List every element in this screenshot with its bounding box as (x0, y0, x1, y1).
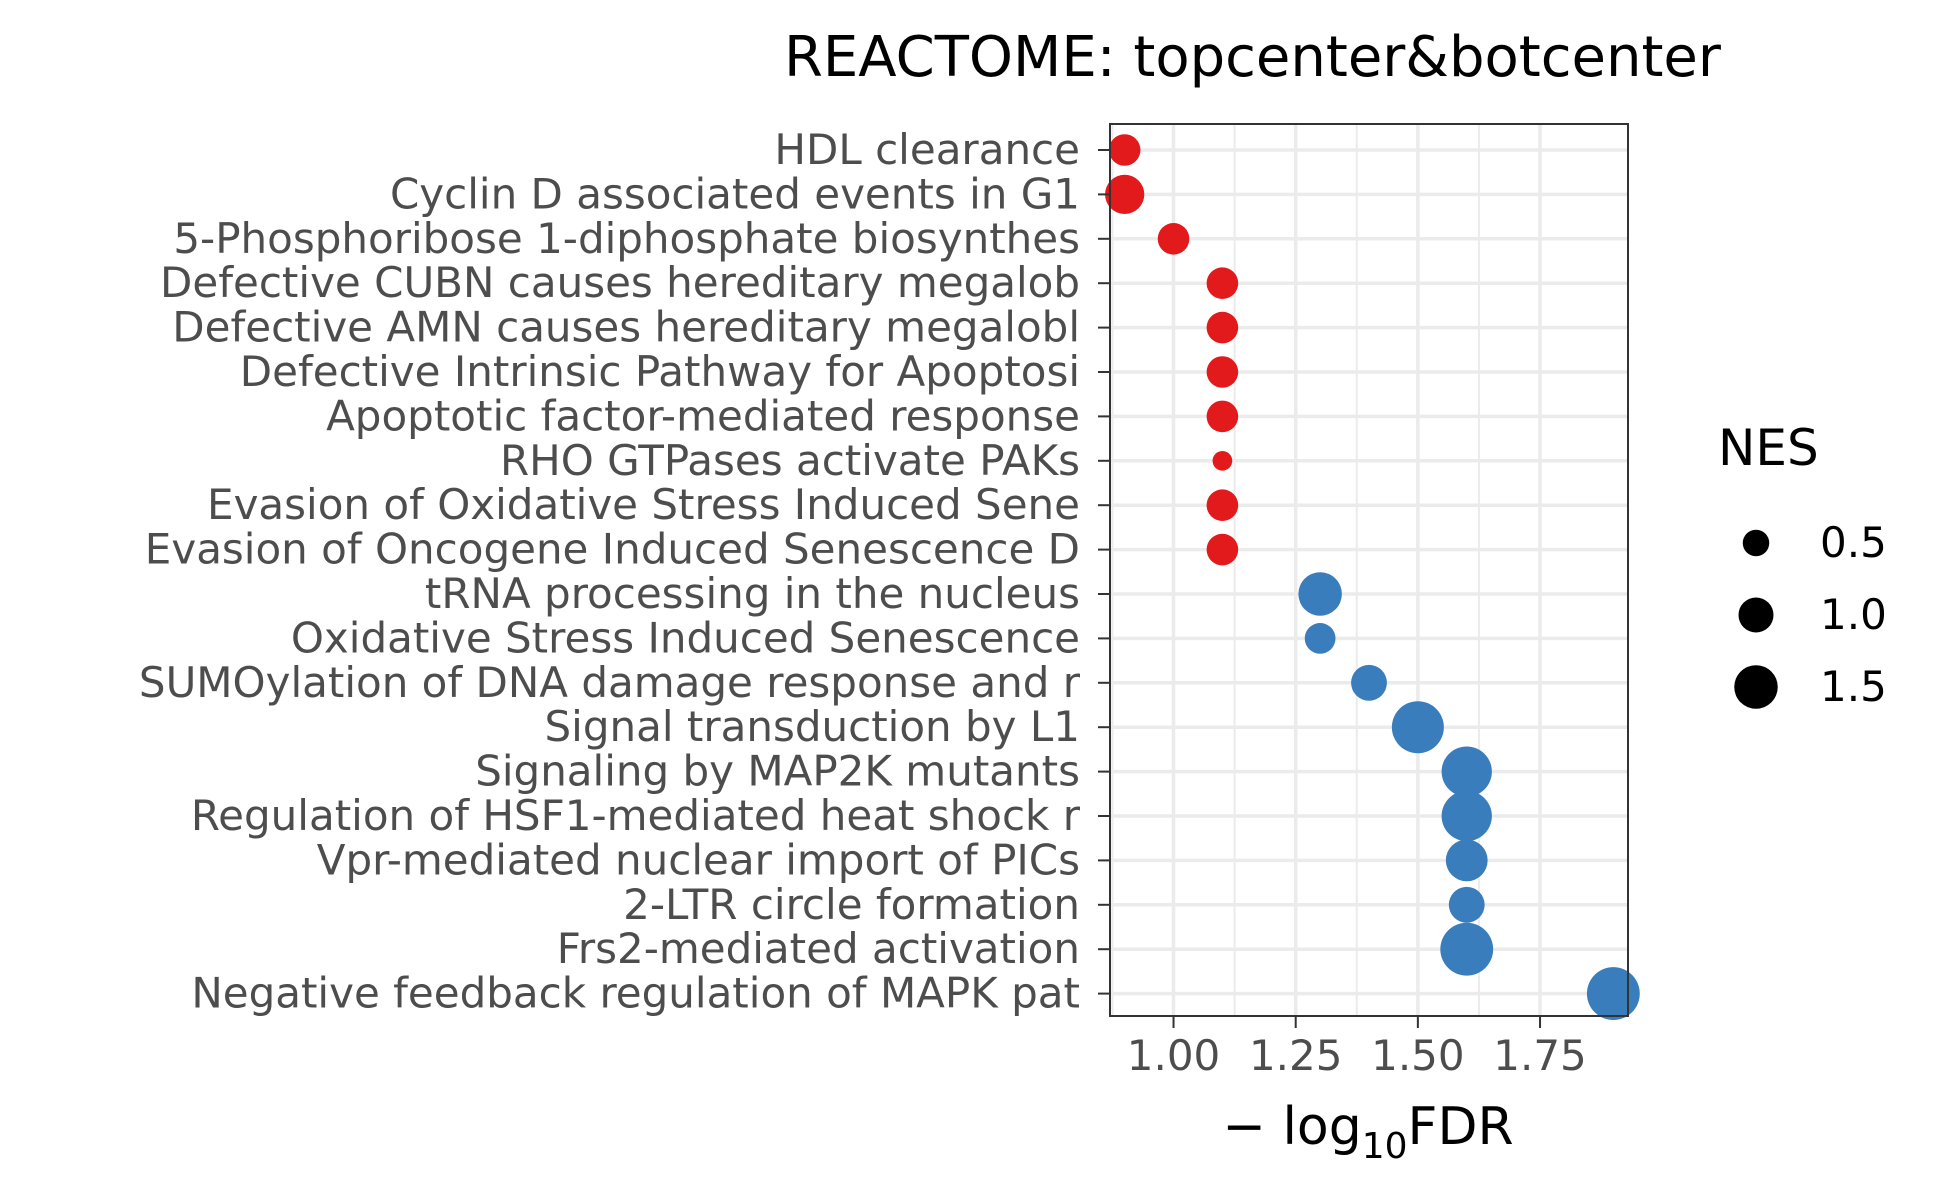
y-tick-label: Defective CUBN causes hereditary megalob (160, 258, 1080, 307)
plot-panel (1110, 124, 1628, 1016)
chart-title: REACTOME: topcenter&botcenter (784, 25, 1722, 90)
x-axis-label: − log10FDR (1222, 1097, 1513, 1167)
y-tick-label: 2-LTR circle formation (623, 880, 1080, 929)
data-points (1105, 134, 1640, 1021)
data-point (1206, 533, 1239, 566)
y-tick-label: Cyclin D associated events in G1 (390, 169, 1080, 218)
y-tick-label: tRNA processing in the nucleus (425, 569, 1080, 618)
y-tick-label: Apoptotic factor-mediated response (326, 391, 1080, 440)
data-point (1108, 134, 1141, 166)
data-point (1298, 572, 1342, 616)
y-tick-label: HDL clearance (774, 125, 1080, 174)
legend-title: NES (1718, 419, 1819, 477)
x-tick-label: 1.25 (1249, 1031, 1343, 1080)
y-tick-label: Signaling by MAP2K mutants (475, 747, 1080, 796)
y-tick-label: Oxidative Stress Induced Senescence (291, 613, 1080, 662)
data-point (1206, 400, 1239, 433)
plot-panel-border (1109, 123, 1629, 1017)
legend-size-key (1742, 529, 1770, 557)
y-tick-label: RHO GTPases activate PAKs (500, 436, 1080, 485)
legend: NES 0.5 1.0 1.5 (1718, 419, 1887, 711)
y-tick-label: SUMOylation of DNA damage response and r (139, 658, 1081, 707)
y-tick-label: Defective AMN causes hereditary megalobl (172, 303, 1080, 352)
data-point (1206, 356, 1239, 388)
data-point (1441, 790, 1492, 842)
y-tick-label: Negative feedback regulation of MAPK pat (191, 969, 1080, 1018)
legend-size-key (1738, 597, 1774, 633)
data-point (1391, 701, 1444, 754)
y-tick-label: Defective Intrinsic Pathway for Apoptosi (240, 347, 1080, 396)
legend-items: 0.5 1.0 1.5 (1734, 518, 1887, 711)
data-point (1448, 886, 1485, 923)
data-point (1445, 839, 1488, 882)
data-point (1206, 267, 1239, 300)
x-tick-label: 1.50 (1371, 1031, 1465, 1080)
data-point (1105, 174, 1145, 215)
data-point (1157, 223, 1190, 255)
y-tick-label: Signal transduction by L1 (545, 702, 1081, 751)
y-tick-label: Vpr-mediated nuclear import of PICs (317, 835, 1080, 884)
x-axis-label-subscript: 10 (1362, 1126, 1408, 1167)
legend-label: 1.0 (1820, 590, 1887, 639)
legend-label: 1.5 (1820, 662, 1887, 711)
grid-lines (1110, 124, 1628, 1016)
data-point (1351, 664, 1387, 701)
legend-label: 0.5 (1820, 518, 1887, 567)
legend-size-key (1734, 665, 1778, 709)
data-point (1440, 922, 1494, 976)
y-tick-label: Regulation of HSF1-mediated heat shock r (191, 791, 1081, 840)
y-tick-label: Evasion of Oncogene Induced Senescence D (145, 525, 1080, 574)
data-point (1304, 623, 1336, 654)
data-point (1441, 746, 1492, 797)
data-point (1212, 450, 1233, 471)
y-tick-label: 5-Phosphoribose 1-diphosphate biosynthes (173, 214, 1080, 263)
data-point (1206, 311, 1239, 344)
x-tick-label: 1.75 (1493, 1031, 1587, 1080)
y-tick-label: Evasion of Oxidative Stress Induced Sene (207, 480, 1080, 529)
x-tick-label: 1.00 (1127, 1031, 1221, 1080)
data-point (1206, 489, 1239, 521)
x-axis-label-suffix: FDR (1408, 1097, 1514, 1157)
x-axis-label-prefix: − log (1222, 1097, 1361, 1157)
x-axis-ticks: 1.00 1.25 1.50 1.75 (1127, 1016, 1587, 1080)
data-point (1586, 967, 1640, 1021)
y-tick-label: Frs2-mediated activation (557, 924, 1080, 973)
